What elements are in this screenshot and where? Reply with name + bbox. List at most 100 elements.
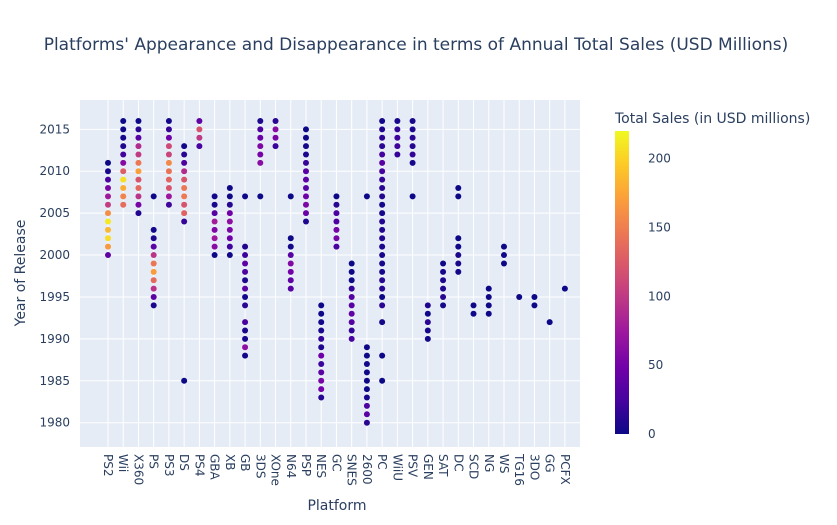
point (181, 143, 188, 150)
point (424, 327, 431, 334)
colorbar-tick-label: 100 (648, 289, 671, 303)
point (135, 193, 142, 200)
point (165, 117, 172, 124)
point (455, 243, 462, 250)
point (333, 226, 340, 233)
point (318, 302, 325, 309)
point (394, 151, 401, 158)
x-tick-label: N64 (284, 454, 298, 478)
point (257, 126, 264, 133)
point (150, 268, 157, 275)
point (379, 201, 386, 208)
point (226, 226, 233, 233)
point (242, 268, 249, 275)
point (440, 260, 447, 267)
point (105, 168, 111, 175)
point (333, 201, 340, 208)
point (272, 117, 279, 124)
y-tick-label: 2000 (39, 248, 70, 262)
x-tick-label: SNES (345, 454, 359, 486)
point (348, 293, 355, 300)
point (120, 159, 127, 166)
point (150, 235, 157, 242)
point (302, 210, 309, 217)
point (257, 134, 264, 141)
point (500, 243, 507, 250)
point (318, 352, 325, 359)
point (196, 126, 203, 133)
x-tick-label: DC (451, 454, 465, 472)
point (424, 319, 431, 326)
x-tick-label: GEN (421, 454, 435, 480)
x-tick-label: XOne (269, 454, 283, 486)
point (409, 159, 416, 166)
point (181, 377, 188, 384)
point (379, 352, 386, 359)
point (379, 218, 386, 225)
y-tick-label: 2005 (39, 206, 70, 220)
point (455, 252, 462, 259)
point (242, 335, 249, 342)
point (287, 193, 294, 200)
point (424, 310, 431, 317)
point (546, 319, 553, 326)
point (287, 235, 294, 242)
point (257, 117, 264, 124)
point (181, 151, 188, 158)
point (363, 394, 370, 401)
point (531, 293, 538, 300)
point (394, 134, 401, 141)
x-tick-label: PS2 (101, 454, 115, 477)
point (105, 201, 111, 208)
point (318, 377, 325, 384)
point (379, 268, 386, 275)
point (302, 126, 309, 133)
point (196, 134, 203, 141)
x-tick-label: SAT (436, 454, 450, 477)
point (379, 176, 386, 183)
point (302, 151, 309, 158)
point (181, 218, 188, 225)
point (150, 277, 157, 284)
point (135, 210, 142, 217)
point (287, 285, 294, 292)
point (272, 134, 279, 141)
point (379, 210, 386, 217)
point (150, 193, 157, 200)
point (120, 176, 127, 183)
point (318, 369, 325, 376)
point (379, 193, 386, 200)
point (318, 394, 325, 401)
point (181, 201, 188, 208)
point (181, 159, 188, 166)
point (348, 268, 355, 275)
point (120, 201, 127, 208)
point (379, 235, 386, 242)
colorbar-tick-label: 200 (648, 152, 671, 166)
y-tick-label: 1980 (39, 416, 70, 430)
x-tick-label: DS (177, 454, 191, 471)
x-tick-label: GG (543, 454, 557, 473)
point (363, 419, 370, 426)
x-tick-label: WiiU (390, 454, 404, 481)
point (150, 252, 157, 259)
x-axis-title: Platform (307, 498, 366, 514)
point (333, 243, 340, 250)
point (302, 168, 309, 175)
point (226, 243, 233, 250)
x-tick-label: GBA (208, 454, 222, 481)
point (105, 235, 111, 242)
point (440, 277, 447, 284)
point (348, 260, 355, 267)
point (379, 319, 386, 326)
y-tick-label: 2010 (39, 164, 70, 178)
point (150, 243, 157, 250)
point (302, 201, 309, 208)
point (409, 143, 416, 150)
colorbar-tick-label: 0 (648, 427, 656, 441)
point (500, 260, 507, 267)
chart-title: Platforms' Appearance and Disappearance … (44, 35, 789, 55)
point (318, 344, 325, 351)
point (181, 176, 188, 183)
point (165, 185, 172, 192)
